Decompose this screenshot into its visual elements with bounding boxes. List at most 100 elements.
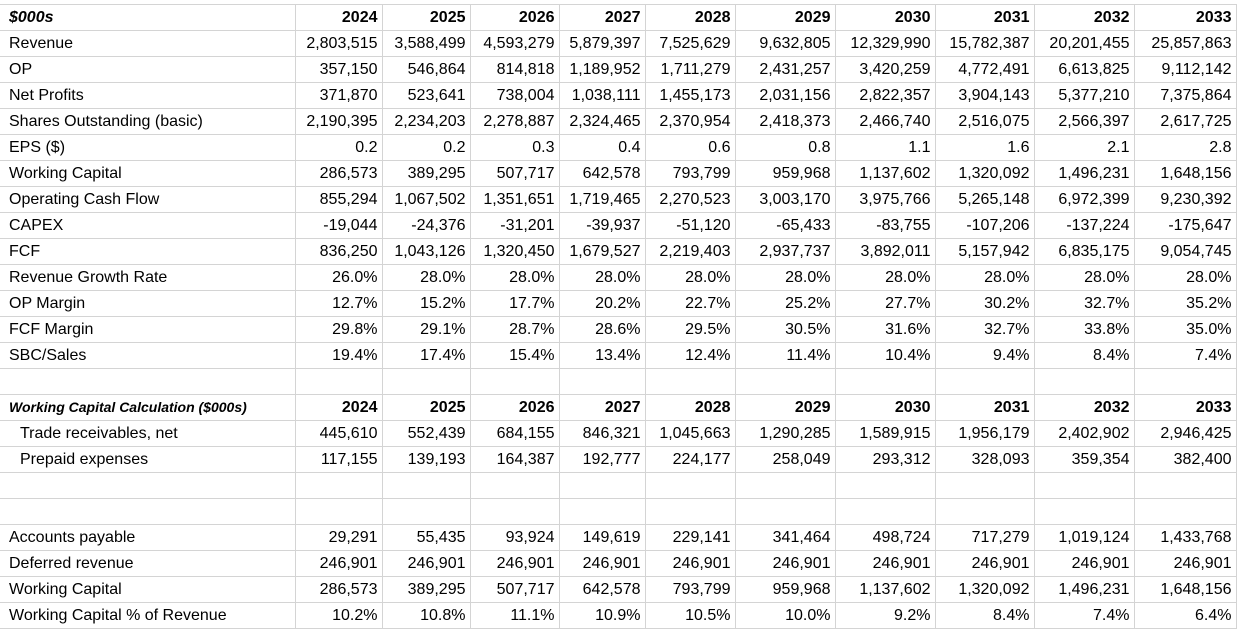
row-label-cell[interactable]: Net Profits <box>0 82 296 109</box>
value-cell[interactable]: 717,279 <box>935 524 1035 551</box>
row-label-cell[interactable]: EPS ($) <box>0 134 296 161</box>
empty-cell[interactable] <box>835 498 936 525</box>
value-cell[interactable]: 13.4% <box>559 342 646 369</box>
value-cell[interactable]: 20,201,455 <box>1034 30 1135 57</box>
value-cell[interactable]: 1,496,231 <box>1034 160 1135 187</box>
value-cell[interactable]: 371,870 <box>295 82 383 109</box>
value-cell[interactable]: 642,578 <box>559 576 646 603</box>
year-header-cell[interactable]: 2028 <box>645 394 736 421</box>
value-cell[interactable]: 246,901 <box>645 550 736 577</box>
value-cell[interactable]: 28.0% <box>382 264 471 291</box>
value-cell[interactable]: 1,045,663 <box>645 420 736 447</box>
value-cell[interactable]: 30.2% <box>935 290 1035 317</box>
value-cell[interactable]: 1,137,602 <box>835 160 936 187</box>
row-label-cell[interactable]: Working Capital <box>0 576 296 603</box>
value-cell[interactable]: 5,157,942 <box>935 238 1035 265</box>
value-cell[interactable]: 793,799 <box>645 160 736 187</box>
empty-cell[interactable] <box>1134 472 1237 499</box>
value-cell[interactable]: 341,464 <box>735 524 836 551</box>
value-cell[interactable]: 1,320,092 <box>935 576 1035 603</box>
year-header-cell[interactable]: 2031 <box>935 4 1035 31</box>
empty-cell[interactable] <box>382 498 471 525</box>
value-cell[interactable]: 2,822,357 <box>835 82 936 109</box>
value-cell[interactable]: 149,619 <box>559 524 646 551</box>
value-cell[interactable]: 2,946,425 <box>1134 420 1237 447</box>
value-cell[interactable]: 1,648,156 <box>1134 160 1237 187</box>
empty-cell[interactable] <box>835 368 936 395</box>
value-cell[interactable]: 12.4% <box>645 342 736 369</box>
year-header-cell[interactable]: 2032 <box>1034 4 1135 31</box>
value-cell[interactable]: 8.4% <box>935 602 1035 629</box>
value-cell[interactable]: 1,351,651 <box>470 186 560 213</box>
value-cell[interactable]: 4,772,491 <box>935 56 1035 83</box>
empty-cell[interactable] <box>0 472 296 499</box>
value-cell[interactable]: 164,387 <box>470 446 560 473</box>
empty-cell[interactable] <box>1134 498 1237 525</box>
value-cell[interactable]: 1,019,124 <box>1034 524 1135 551</box>
value-cell[interactable]: 9.4% <box>935 342 1035 369</box>
value-cell[interactable]: 3,975,766 <box>835 186 936 213</box>
value-cell[interactable]: 642,578 <box>559 160 646 187</box>
value-cell[interactable]: 28.0% <box>935 264 1035 291</box>
value-cell[interactable]: 4,593,279 <box>470 30 560 57</box>
value-cell[interactable]: -39,937 <box>559 212 646 239</box>
empty-cell[interactable] <box>470 498 560 525</box>
empty-cell[interactable] <box>645 498 736 525</box>
value-cell[interactable]: 389,295 <box>382 160 471 187</box>
value-cell[interactable]: 5,265,148 <box>935 186 1035 213</box>
year-header-cell[interactable]: 2025 <box>382 4 471 31</box>
value-cell[interactable]: 10.8% <box>382 602 471 629</box>
value-cell[interactable]: 35.2% <box>1134 290 1237 317</box>
value-cell[interactable]: 10.9% <box>559 602 646 629</box>
value-cell[interactable]: -65,433 <box>735 212 836 239</box>
value-cell[interactable]: 1,679,527 <box>559 238 646 265</box>
value-cell[interactable]: 3,420,259 <box>835 56 936 83</box>
year-header-cell[interactable]: 2028 <box>645 4 736 31</box>
value-cell[interactable]: 246,901 <box>470 550 560 577</box>
empty-cell[interactable] <box>935 498 1035 525</box>
empty-cell[interactable] <box>470 368 560 395</box>
empty-cell[interactable] <box>935 472 1035 499</box>
value-cell[interactable]: 738,004 <box>470 82 560 109</box>
value-cell[interactable]: 28.0% <box>1034 264 1135 291</box>
value-cell[interactable]: 10.2% <box>295 602 383 629</box>
row-label-cell[interactable]: SBC/Sales <box>0 342 296 369</box>
value-cell[interactable]: 445,610 <box>295 420 383 447</box>
year-header-cell[interactable]: 2031 <box>935 394 1035 421</box>
row-label-cell[interactable]: OP Margin <box>0 290 296 317</box>
value-cell[interactable]: 31.6% <box>835 316 936 343</box>
empty-cell[interactable] <box>835 472 936 499</box>
value-cell[interactable]: 8.4% <box>1034 342 1135 369</box>
value-cell[interactable]: 2,270,523 <box>645 186 736 213</box>
value-cell[interactable]: 846,321 <box>559 420 646 447</box>
value-cell[interactable]: 117,155 <box>295 446 383 473</box>
value-cell[interactable]: 224,177 <box>645 446 736 473</box>
value-cell[interactable]: 2,190,395 <box>295 108 383 135</box>
value-cell[interactable]: 1,320,092 <box>935 160 1035 187</box>
value-cell[interactable]: 139,193 <box>382 446 471 473</box>
value-cell[interactable]: 11.4% <box>735 342 836 369</box>
row-label-cell[interactable]: Deferred revenue <box>0 550 296 577</box>
value-cell[interactable]: 28.0% <box>835 264 936 291</box>
value-cell[interactable]: 29,291 <box>295 524 383 551</box>
value-cell[interactable]: 258,049 <box>735 446 836 473</box>
empty-cell[interactable] <box>470 472 560 499</box>
value-cell[interactable]: 382,400 <box>1134 446 1237 473</box>
value-cell[interactable]: 30.5% <box>735 316 836 343</box>
value-cell[interactable]: 29.8% <box>295 316 383 343</box>
value-cell[interactable]: 2,402,902 <box>1034 420 1135 447</box>
value-cell[interactable]: 1,043,126 <box>382 238 471 265</box>
empty-cell[interactable] <box>559 368 646 395</box>
empty-cell[interactable] <box>1134 368 1237 395</box>
value-cell[interactable]: -51,120 <box>645 212 736 239</box>
value-cell[interactable]: 9,112,142 <box>1134 56 1237 83</box>
empty-cell[interactable] <box>0 498 296 525</box>
value-cell[interactable]: 2,431,257 <box>735 56 836 83</box>
value-cell[interactable]: 1,589,915 <box>835 420 936 447</box>
empty-cell[interactable] <box>735 368 836 395</box>
value-cell[interactable]: 959,968 <box>735 576 836 603</box>
value-cell[interactable]: 6,613,825 <box>1034 56 1135 83</box>
value-cell[interactable]: 855,294 <box>295 186 383 213</box>
value-cell[interactable]: 3,904,143 <box>935 82 1035 109</box>
header-label-cell[interactable]: $000s <box>0 4 296 31</box>
